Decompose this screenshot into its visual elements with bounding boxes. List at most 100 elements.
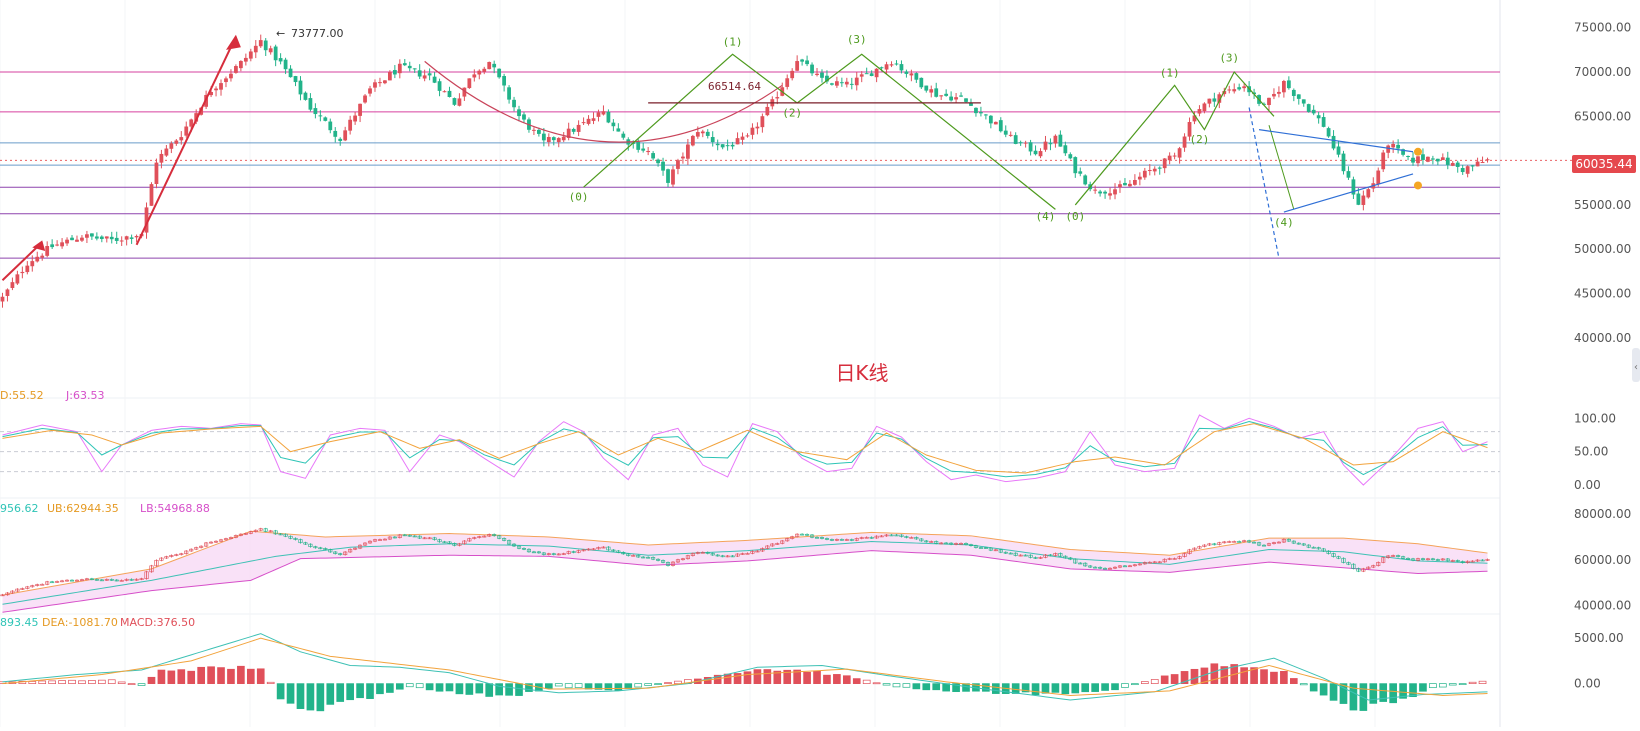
macd-dea-line: [2, 637, 1488, 696]
boll-candle-body: [243, 533, 248, 535]
macd-header-macd: MACD:376.50: [120, 616, 195, 629]
macd-bar: [852, 678, 861, 684]
candle-body: [750, 127, 755, 135]
boll-candle-body: [1237, 541, 1242, 543]
boll-candle-body: [576, 550, 581, 553]
candle-body: [412, 68, 417, 70]
boll-candle-body: [949, 542, 954, 545]
candle-body: [437, 81, 442, 91]
macd-bar: [217, 667, 225, 684]
boll-candle-body: [397, 534, 402, 538]
boll-candle-body: [353, 547, 358, 550]
boll-candle-body: [775, 543, 780, 545]
macd-bar: [654, 683, 662, 685]
candle-body: [507, 87, 511, 100]
boll-candle-body: [993, 549, 998, 552]
candle-body: [1286, 80, 1291, 89]
current-price-tag: 60035.44: [1572, 155, 1636, 173]
price-tick-label: 70000.00: [1574, 65, 1631, 79]
boll-candle-body: [94, 579, 99, 581]
boll-candle-body: [626, 553, 631, 556]
candle-body: [1351, 179, 1356, 195]
boll-candle-body: [422, 537, 427, 540]
macd-bar: [743, 671, 752, 684]
boll-candle-body: [1470, 560, 1475, 563]
boll-candle-body: [1098, 566, 1103, 569]
candle-body: [1411, 157, 1415, 163]
macd-bars-lines: [0, 633, 1488, 712]
boll-candle-body: [323, 548, 328, 550]
price-tick-label: 55000.00: [1574, 198, 1631, 212]
candle-body: [1366, 189, 1371, 198]
macd-bar: [1419, 683, 1427, 692]
macd-bar: [833, 674, 841, 684]
boll-candle-body: [233, 535, 238, 538]
macd-bar: [117, 681, 126, 684]
candle-body: [695, 132, 700, 137]
boll-candle-body: [1460, 561, 1465, 564]
macd-bar: [58, 680, 66, 684]
boll-candle-body: [1152, 561, 1157, 564]
macd-bar: [137, 683, 146, 686]
boll-candle-body: [50, 581, 55, 584]
boll-candle-body: [452, 543, 457, 546]
candle-body: [462, 87, 467, 97]
candle-body: [134, 235, 139, 238]
boll-candle-body: [1430, 558, 1435, 561]
candle-body: [844, 81, 849, 85]
boll-candle-body: [10, 590, 15, 594]
macd-bar: [415, 683, 424, 689]
candle-body: [646, 150, 651, 153]
boll-candle-body: [1038, 557, 1043, 559]
boll-candle-body: [874, 535, 879, 539]
boll-candle-body: [616, 550, 621, 553]
candle-body: [343, 130, 348, 141]
candle-body: [1421, 154, 1425, 160]
candle-body: [1227, 89, 1232, 91]
candle-body: [263, 40, 268, 51]
candle-body: [1058, 134, 1063, 147]
macd-bar: [386, 683, 394, 693]
boll-candle-body: [670, 561, 676, 566]
macd-bar: [763, 669, 772, 684]
candle-body: [1341, 153, 1346, 172]
macd-bar: [793, 669, 801, 684]
boll-candle-body: [209, 541, 214, 544]
candle-body: [1162, 158, 1167, 169]
candle-body: [740, 136, 745, 140]
candle-body: [934, 88, 939, 97]
scroll-handle[interactable]: ‹: [1632, 348, 1640, 382]
high-label: ← 73777.00: [276, 27, 344, 40]
candle-body: [1361, 195, 1366, 205]
boll-candle-body: [651, 556, 656, 560]
candle-body: [467, 78, 472, 89]
candle-body: [944, 93, 949, 96]
candle-body: [15, 274, 20, 284]
candle-body: [55, 244, 60, 246]
boll-candle-body: [695, 552, 700, 554]
candle-body: [1267, 97, 1271, 105]
level-value-label: 66514.64: [708, 80, 761, 93]
boll-candle-body: [636, 554, 641, 558]
candle-body: [50, 244, 55, 248]
boll-candle-body: [1088, 565, 1093, 568]
boll-candle-body: [805, 533, 810, 536]
candle-body: [1048, 143, 1053, 145]
boll-candle-body: [149, 565, 154, 573]
macd-bar: [1389, 683, 1397, 704]
macd-panel: 893.45 DEA:-1081.70 MACD:376.50 5000.00 0…: [0, 616, 1624, 712]
macd-bar: [167, 670, 176, 684]
boll-candle-body: [99, 579, 104, 582]
boll-candle-body: [914, 537, 919, 540]
boll-header-ub: UB:62944.35: [47, 502, 119, 515]
boll-candle-body: [1162, 558, 1167, 563]
triangle-upper: [1258, 129, 1414, 153]
candle-body: [1336, 146, 1341, 155]
arrow-head: [225, 34, 241, 50]
candle-body: [1232, 89, 1237, 92]
boll-candle-body: [154, 559, 159, 567]
macd-bar: [296, 683, 305, 709]
candle-body: [1296, 94, 1301, 99]
boll-candle-body: [1321, 548, 1326, 552]
